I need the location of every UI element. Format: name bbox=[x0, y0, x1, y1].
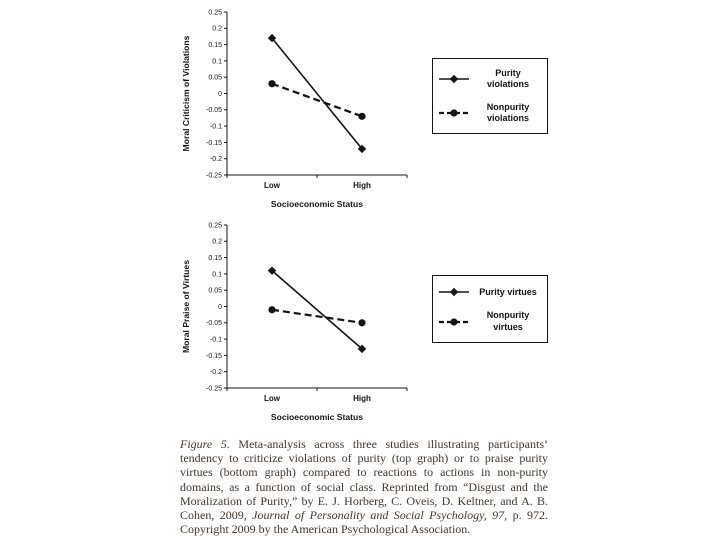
y-tick-label: -0.25 bbox=[206, 385, 222, 392]
legend-label: Purity virtues bbox=[479, 286, 537, 297]
legend-label: Nonpurity violations bbox=[486, 101, 530, 123]
y-tick-label: 0.15 bbox=[208, 255, 222, 262]
virtues-chart-plot: 0.25 0.2 0.15 0.1 0.05 0 -0.05 -0.1 -0.15 -0.2 -0.… bbox=[181, 222, 408, 422]
legend-item: Purity virtues bbox=[438, 285, 542, 299]
marker-diamond-icon bbox=[267, 266, 277, 275]
legend-line-sample-icon bbox=[439, 109, 469, 117]
y-tick-label: 0.25 bbox=[208, 222, 222, 229]
legend-line-sample-icon bbox=[439, 288, 469, 297]
x-category-label: Low bbox=[264, 181, 281, 190]
legend-item: Purity violations bbox=[438, 68, 542, 91]
y-tick-label: -0.2 bbox=[210, 369, 222, 376]
x-category-label: Low bbox=[264, 394, 281, 403]
y-tick-label: 0.25 bbox=[208, 9, 222, 16]
y-tick-label: -0.15 bbox=[206, 353, 222, 360]
y-tick-label: 0 bbox=[218, 304, 222, 311]
marker-circle-icon bbox=[268, 306, 276, 314]
y-tick-label: 0.1 bbox=[212, 58, 222, 65]
x-category-label: High bbox=[353, 394, 371, 403]
violations-chart-legend: Purity violations Nonpurity violations bbox=[432, 58, 548, 134]
virtues-chart-legend: Purity virtues Nonpurity virtues bbox=[432, 275, 548, 343]
marker-diamond-icon bbox=[449, 288, 459, 297]
marker-diamond-icon bbox=[267, 33, 277, 43]
y-tick-label: -0.05 bbox=[206, 320, 222, 327]
caption-text: Meta-analysis across three studies illus… bbox=[180, 437, 549, 523]
y-axis-title: Moral Praise of Virtues bbox=[181, 260, 191, 353]
y-tick-label: -0.2 bbox=[210, 156, 222, 163]
marker-circle-icon bbox=[358, 112, 366, 120]
y-axis-title: Moral Criticism of Violations bbox=[181, 35, 191, 151]
figure-caption: Figure 5. Meta-analysis across three stu… bbox=[180, 437, 548, 536]
legend-label: Purity violations bbox=[486, 68, 529, 90]
virtues-chart-row: 0.25 0.2 0.15 0.1 0.05 0 -0.05 -0.1 -0.15 -0.2 -0.… bbox=[180, 218, 548, 424]
marker-circle-icon bbox=[450, 109, 458, 117]
y-tick-label: -0.1 bbox=[210, 337, 222, 344]
violations-chart-plot: 0.25 0.2 0.15 0.1 0.05 0 -0.05 -0.1 -0.15 -0.2 -0.… bbox=[181, 9, 408, 209]
marker-diamond-icon bbox=[357, 144, 367, 154]
y-tick-label: 0.05 bbox=[208, 288, 222, 295]
legend-item: Nonpurity virtues bbox=[438, 310, 542, 333]
x-category-label: High bbox=[353, 181, 371, 190]
legend-item: Nonpurity violations bbox=[438, 102, 542, 125]
y-tick-label: 0 bbox=[218, 91, 222, 98]
y-tick-label: 0.05 bbox=[208, 75, 222, 82]
legend-line-sample-icon bbox=[439, 75, 469, 84]
caption-italic-text: Journal of Personality and Social Psycho… bbox=[252, 508, 508, 523]
figure-5: 0.25 0.2 0.15 0.1 0.05 0 -0.05 -0.1 -0.15 -0.2 -0.… bbox=[180, 5, 548, 536]
y-tick-label: 0.1 bbox=[212, 271, 222, 278]
y-tick-label: -0.1 bbox=[210, 124, 222, 131]
y-tick-label: 0.15 bbox=[208, 42, 222, 49]
y-tick-label: 0.2 bbox=[212, 26, 222, 33]
marker-circle-icon bbox=[268, 80, 276, 88]
y-tick-label: -0.15 bbox=[206, 140, 222, 147]
legend-line-sample-icon bbox=[439, 317, 469, 326]
y-tick-label: -0.25 bbox=[206, 172, 222, 179]
series-line bbox=[271, 270, 363, 350]
marker-circle-icon bbox=[450, 317, 458, 326]
marker-diamond-icon bbox=[449, 75, 459, 84]
series-line bbox=[271, 37, 363, 150]
caption-italic-text: Figure 5. bbox=[180, 437, 230, 451]
x-axis-title: Socioeconomic Status bbox=[271, 412, 363, 422]
marker-diamond-icon bbox=[357, 344, 367, 354]
legend-label: Nonpurity virtues bbox=[486, 310, 530, 332]
x-axis-title: Socioeconomic Status bbox=[271, 199, 363, 209]
y-tick-label: 0.2 bbox=[212, 239, 222, 246]
series-line bbox=[271, 308, 363, 324]
marker-circle-icon bbox=[358, 319, 366, 327]
caption-text: p. 972. Copyright 2009 by the American P… bbox=[180, 508, 548, 537]
violations-chart-row: 0.25 0.2 0.15 0.1 0.05 0 -0.05 -0.1 -0.15 -0.2 -0.… bbox=[180, 5, 548, 211]
y-tick-label: -0.05 bbox=[206, 107, 222, 114]
series-line bbox=[271, 82, 363, 118]
